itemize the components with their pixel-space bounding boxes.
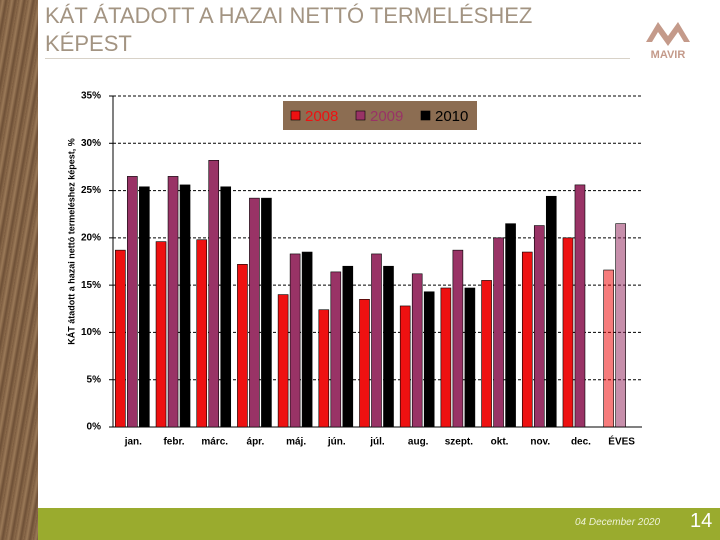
bar <box>371 253 382 428</box>
y-tick-label: 30% <box>81 138 101 149</box>
bar <box>603 269 614 428</box>
x-tick-label: aug. <box>408 437 429 448</box>
bar <box>423 291 435 428</box>
x-tick-label: jan. <box>124 437 142 448</box>
y-tick-label: 25% <box>81 185 101 196</box>
bar <box>481 280 492 428</box>
bar <box>574 184 586 428</box>
bar <box>359 299 370 428</box>
legend-swatch <box>420 110 431 121</box>
legend-label: 2008 <box>305 108 338 125</box>
bar <box>289 253 301 428</box>
x-tick-label: febr. <box>163 437 184 448</box>
bar <box>261 197 272 428</box>
bar <box>115 249 126 428</box>
decor-bar <box>0 0 38 540</box>
y-tick-label: 0% <box>87 422 102 433</box>
bar <box>440 287 452 428</box>
bar <box>521 251 533 428</box>
bar <box>301 251 313 428</box>
bar <box>493 237 504 428</box>
legend-swatch <box>355 110 366 121</box>
bar <box>452 249 464 428</box>
bar <box>179 184 191 428</box>
bar <box>318 309 330 428</box>
bar <box>342 265 354 428</box>
footer-bar <box>38 508 720 540</box>
legend-label: 2010 <box>435 108 468 125</box>
x-tick-label: okt. <box>491 437 509 448</box>
bar <box>464 287 476 428</box>
x-tick-label: ÉVES <box>608 435 635 448</box>
y-axis-label: KÁT átadott a hazai nettó termeléshez ké… <box>66 138 76 345</box>
logo-text: MAVIR <box>651 49 686 61</box>
bar <box>127 176 138 428</box>
y-tick-label: 35% <box>81 91 101 102</box>
x-tick-label: ápr. <box>247 437 265 448</box>
bar <box>249 197 260 428</box>
page-number: 14 <box>690 510 713 532</box>
bar <box>505 223 516 428</box>
bar <box>615 223 626 428</box>
bar <box>167 176 179 428</box>
bar <box>139 186 150 428</box>
bar <box>562 237 574 428</box>
logo: MAVIR <box>646 22 690 61</box>
bar <box>155 241 167 428</box>
y-tick-label: 5% <box>87 374 102 385</box>
x-tick-label: márc. <box>201 437 228 448</box>
bar <box>220 186 232 428</box>
y-tick-label: 20% <box>81 232 101 243</box>
x-tick-label: jún. <box>327 437 346 448</box>
date: 04 December 2020 <box>575 517 661 528</box>
bar <box>399 305 411 428</box>
y-tick-label: 10% <box>81 327 101 338</box>
title-rule <box>45 58 630 59</box>
slide-title: KÁT ÁTADOTT A HAZAI NETTÓ TERMELÉSHEZ KÉ… <box>45 3 533 56</box>
x-tick-label: júl. <box>369 437 385 448</box>
bar <box>545 195 557 428</box>
x-tick-label: dec. <box>571 437 591 448</box>
bar <box>277 294 289 428</box>
bar <box>533 225 545 428</box>
x-tick-label: nov. <box>530 437 550 448</box>
bar <box>237 264 248 428</box>
bar <box>208 160 220 428</box>
bar <box>383 265 394 428</box>
bar <box>411 273 423 428</box>
legend-label: 2009 <box>370 108 403 125</box>
y-tick-label: 15% <box>81 280 101 291</box>
x-tick-label: szept. <box>445 437 474 448</box>
legend-box <box>283 101 477 130</box>
legend-swatch <box>290 110 301 121</box>
bar <box>330 271 342 428</box>
x-tick-label: máj. <box>286 437 306 448</box>
bar <box>196 239 208 428</box>
